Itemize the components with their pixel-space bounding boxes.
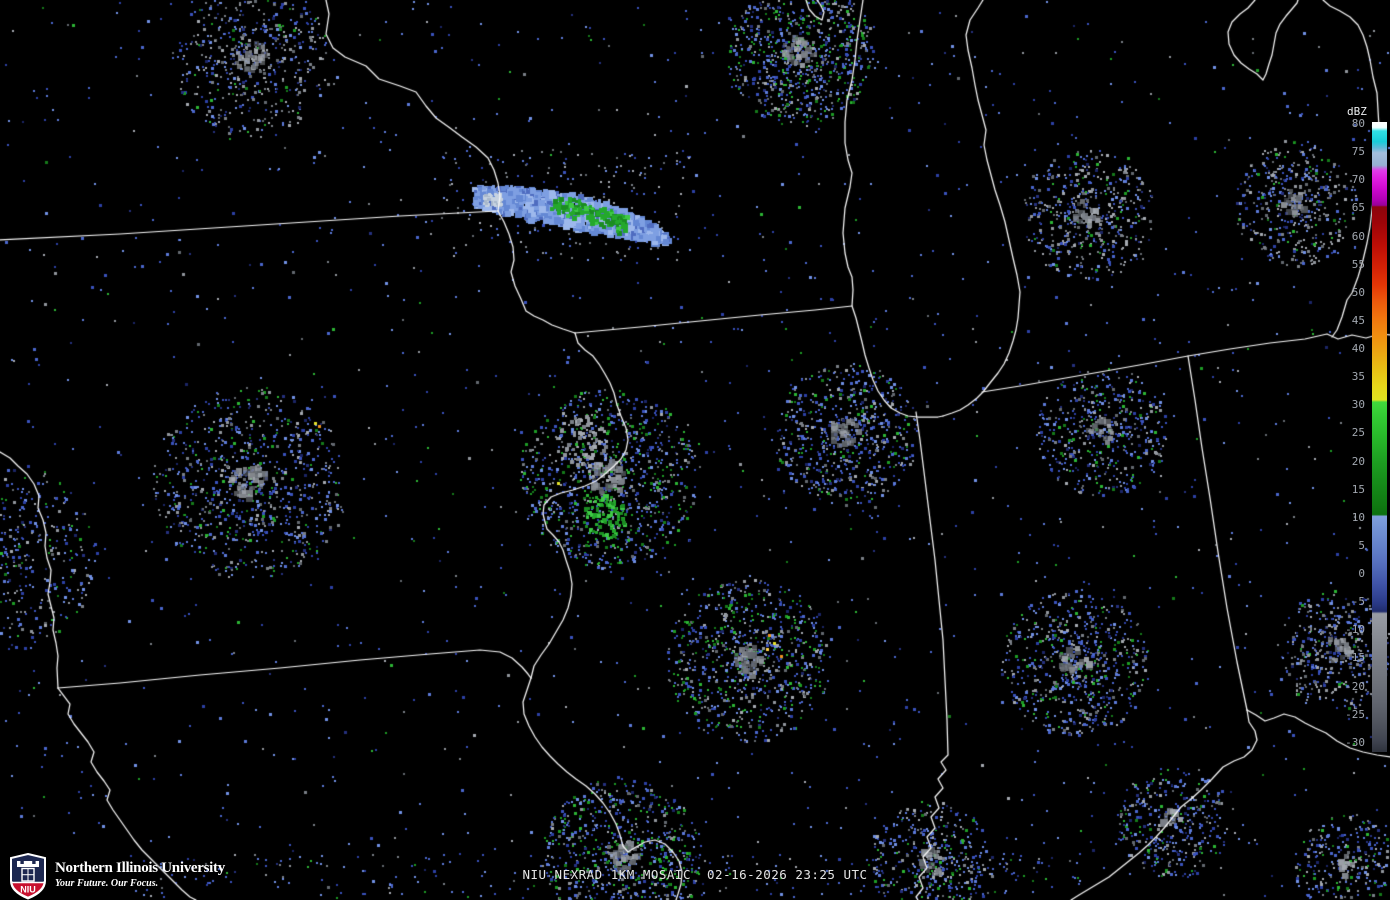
colorbar-tick-label: -15 (1345, 651, 1365, 665)
colorbar-tick-label: 75 (1351, 145, 1365, 159)
colorbar-tick-label: 70 (1351, 173, 1365, 187)
map-caption: NIU NEXRAD 1KM MOSAIC 02-16-2026 23:25 U… (522, 867, 868, 882)
colorbar-unit-label: dBZ (1347, 105, 1367, 118)
colorbar-tick-label: 50 (1351, 285, 1365, 299)
niu-logo-text: Northern Illinois University Your Future… (55, 853, 225, 889)
niu-wordmark: Northern Illinois University (55, 860, 225, 876)
niu-shield-icon: NIU (10, 853, 46, 900)
reflectivity-colorbar (1372, 122, 1387, 752)
colorbar-tick-label: 5 (1358, 538, 1365, 552)
colorbar-tick-label: -25 (1345, 707, 1365, 721)
colorbar-tick-label: 30 (1351, 398, 1365, 412)
colorbar-tick-label: 65 (1351, 201, 1365, 215)
colorbar-tick-label: 80 (1351, 117, 1365, 130)
colorbar-tick-label: 60 (1351, 229, 1365, 243)
colorbar-tick-labels: 80 75 70 65 60 55 50 45 40 35 30 25 20 15 10 5 0 -5 -10 -15… (1324, 118, 1368, 752)
colorbar-tick-label: 40 (1351, 342, 1365, 355)
colorbar-tick-label: -10 (1345, 623, 1365, 637)
colorbar-tick-label: 25 (1351, 426, 1365, 440)
colorbar-tick-label: 0 (1358, 567, 1365, 580)
colorbar-tick-label: -30 (1345, 735, 1365, 749)
colorbar-tick-label: 10 (1351, 510, 1365, 524)
colorbar-tick-label: 20 (1351, 454, 1365, 468)
niu-tagline: Your Future. Our Focus. (55, 877, 159, 889)
colorbar-tick-label: 35 (1351, 370, 1365, 384)
colorbar-tick-label: 45 (1351, 313, 1365, 327)
niu-shield-text: NIU (20, 885, 36, 895)
niu-logo: NIU Northern Illinois University Your Fu… (8, 853, 225, 900)
colorbar-tick-label: -5 (1351, 595, 1365, 609)
colorbar-tick-label: 55 (1351, 257, 1365, 271)
colorbar-tick-label: -20 (1345, 679, 1365, 693)
colorbar-tick-label: 15 (1351, 482, 1365, 496)
